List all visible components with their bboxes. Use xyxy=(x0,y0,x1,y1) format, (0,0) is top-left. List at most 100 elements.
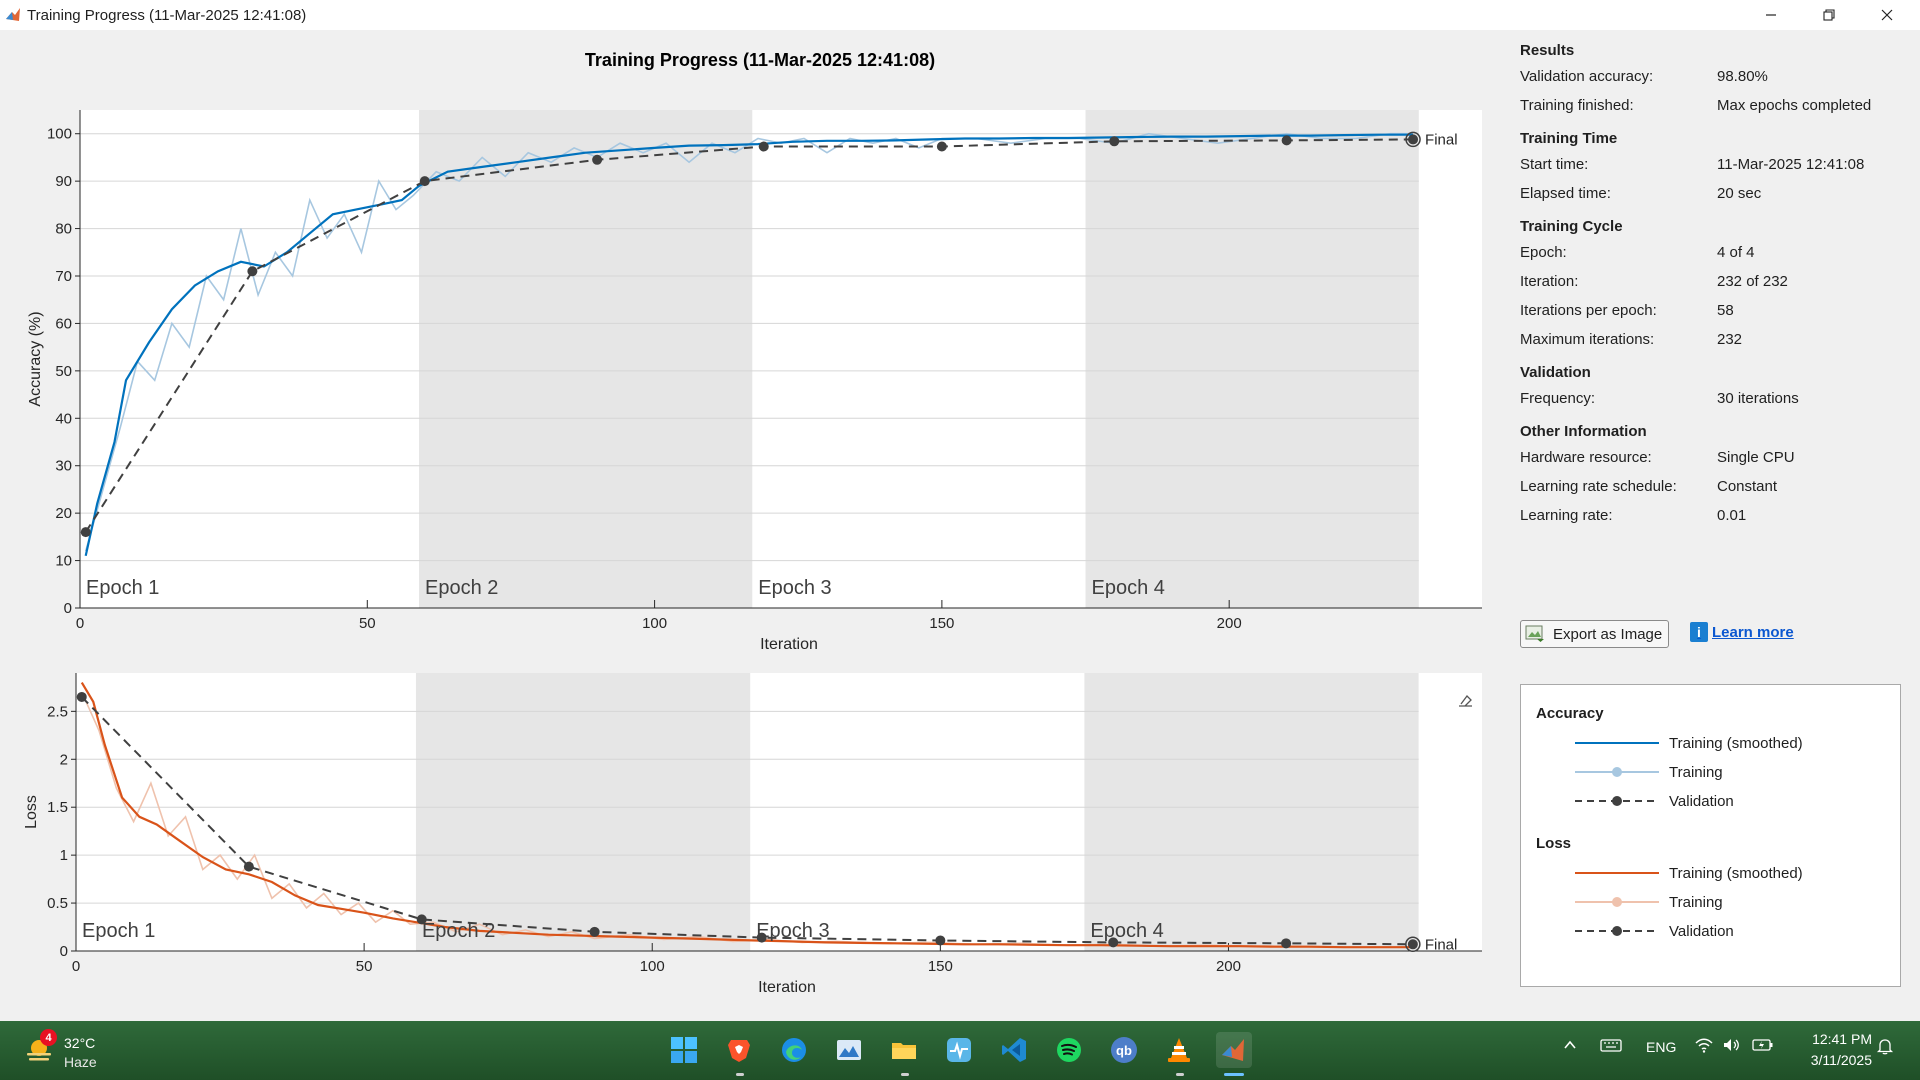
validation-point xyxy=(756,932,767,943)
taskbar-app-vlc[interactable] xyxy=(1161,1032,1197,1068)
validation-point xyxy=(935,935,946,946)
taskbar-app-photos[interactable] xyxy=(831,1032,867,1068)
taskbar-app-vscode[interactable] xyxy=(996,1032,1032,1068)
epoch-shade xyxy=(1084,673,1419,951)
learn-more-label: Learn more xyxy=(1712,623,1794,641)
y-tick-label: 30 xyxy=(55,458,72,475)
x-tick-label: 0 xyxy=(76,615,84,632)
y-tick-label: 0 xyxy=(64,600,72,617)
restore-icon xyxy=(1823,9,1835,21)
start-icon xyxy=(671,1037,697,1063)
learn-more-link[interactable]: i Learn more xyxy=(1690,622,1794,642)
validation-point xyxy=(592,154,603,165)
axes-toolbar-button[interactable] xyxy=(1456,690,1478,712)
training-cycle-title: Training Cycle xyxy=(1520,218,1623,235)
input-language[interactable]: ENG xyxy=(1646,1039,1677,1055)
close-icon xyxy=(1881,9,1893,21)
training-time-title: Training Time xyxy=(1520,130,1618,147)
y-axis-label: Accuracy (%) xyxy=(27,311,44,406)
info-value: 30 iterations xyxy=(1717,390,1799,407)
info-icon: i xyxy=(1690,622,1708,642)
weather-badge: 4 xyxy=(40,1029,57,1046)
notifications-button[interactable] xyxy=(1876,1037,1894,1058)
accuracy-chart: 0 10 20 30 40 50 60 70 80 90 100 0 50 100 150 200 Iterat… xyxy=(27,110,1482,653)
y-tick-label: 40 xyxy=(55,410,72,427)
training-progress-window: Training Progress (11-Mar-2025 12:41:08)… xyxy=(0,30,1920,1021)
info-value: 98.80% xyxy=(1717,68,1768,85)
touch-keyboard-button[interactable] xyxy=(1600,1037,1622,1056)
info-key: Maximum iterations: xyxy=(1520,331,1655,348)
y-axis-label: Loss xyxy=(23,795,40,829)
validation-point xyxy=(1109,136,1120,147)
y-tick-label: 1 xyxy=(60,847,68,864)
weather-description: Haze xyxy=(64,1054,97,1070)
volume-button[interactable] xyxy=(1722,1037,1742,1056)
taskbar-app-qbittorrent[interactable]: qb xyxy=(1106,1032,1142,1068)
loss-chart: 0 0.5 1 1.5 2 2.5 0 50 100 150 200 Iteration Loss Fin… xyxy=(23,673,1482,996)
legend-line-loss-training xyxy=(1575,897,1659,907)
info-panel: Results Validation accuracy: 98.80% Train… xyxy=(1520,40,1910,530)
vscode-icon xyxy=(1002,1038,1026,1062)
export-as-image-button[interactable]: Export as Image xyxy=(1520,620,1669,648)
taskbar-app-matlab[interactable] xyxy=(1216,1032,1252,1068)
info-value: 0.01 xyxy=(1717,507,1747,524)
validation-point xyxy=(589,926,600,937)
vlc-icon xyxy=(1168,1038,1190,1062)
edge-icon xyxy=(782,1038,806,1062)
validation-point xyxy=(416,914,427,925)
series-training-smoothed xyxy=(80,682,1413,949)
y-tick-label: 0.5 xyxy=(47,895,68,912)
minimize-button[interactable] xyxy=(1742,0,1800,30)
close-button[interactable] xyxy=(1858,0,1916,30)
iteration-row: Iteration: 232 of 232 xyxy=(1520,267,1910,296)
matlab-icon xyxy=(1222,1039,1244,1061)
validation-point xyxy=(80,527,91,538)
taskbar-app-file-explorer[interactable] xyxy=(886,1032,922,1068)
x-tick-label: 150 xyxy=(929,615,954,632)
weather-widget[interactable]: 4 32°C Haze xyxy=(18,1029,138,1073)
show-hidden-icons-button[interactable] xyxy=(1562,1037,1578,1056)
file-explorer-icon xyxy=(892,1043,916,1059)
info-key: Hardware resource: xyxy=(1520,449,1652,466)
export-label: Export as Image xyxy=(1553,625,1663,643)
y-tick-label: 70 xyxy=(55,268,72,285)
learning-rate-schedule-row: Learning rate schedule: Constant xyxy=(1520,472,1910,501)
matlab-app-icon xyxy=(4,6,22,24)
taskbar-app-edge[interactable] xyxy=(776,1032,812,1068)
battery-button[interactable] xyxy=(1752,1037,1774,1056)
plot-title: Training Progress (11-Mar-2025 12:41:08) xyxy=(584,50,936,70)
legend-label: Training xyxy=(1669,764,1723,781)
y-tick-label: 2.5 xyxy=(47,703,68,720)
taskbar-app-pulse[interactable] xyxy=(941,1032,977,1068)
validation-point xyxy=(243,861,254,872)
taskbar-app-spotify[interactable] xyxy=(1051,1032,1087,1068)
export-image-icon xyxy=(1525,625,1544,642)
legend: Accuracy Training (smoothed) Training Va… xyxy=(1520,684,1901,987)
epoch-label: Epoch 3 xyxy=(758,577,831,599)
legend-line-accuracy-training xyxy=(1575,767,1659,777)
clock-date[interactable]: 3/11/2025 xyxy=(1810,1052,1872,1068)
legend-label: Validation xyxy=(1669,923,1734,940)
start-button[interactable] xyxy=(666,1032,702,1068)
validation-point xyxy=(247,266,258,277)
network-button[interactable] xyxy=(1694,1037,1714,1056)
restore-button[interactable] xyxy=(1800,0,1858,30)
epoch-shade xyxy=(415,673,751,951)
plot-area: Training Progress (11-Mar-2025 12:41:08)… xyxy=(0,30,1500,1021)
taskbar-app-brave[interactable] xyxy=(721,1032,757,1068)
validation-title: Validation xyxy=(1520,364,1591,381)
legend-item-loss-training: Training xyxy=(1569,892,1889,912)
pulse-app-icon xyxy=(947,1038,971,1062)
y-tick-label: 80 xyxy=(55,221,72,238)
frequency-row: Frequency: 30 iterations xyxy=(1520,384,1910,413)
epoch-shade xyxy=(1085,110,1419,608)
x-axis-label: Iteration xyxy=(760,636,818,653)
epoch-shade xyxy=(419,110,753,608)
spotify-icon xyxy=(1057,1038,1081,1062)
legend-label: Training (smoothed) xyxy=(1669,865,1803,882)
clock-time[interactable]: 12:41 PM xyxy=(1812,1031,1872,1047)
validation-point xyxy=(1408,134,1419,145)
y-tick-label: 20 xyxy=(55,505,72,522)
info-key: Training finished: xyxy=(1520,97,1634,114)
hardware-resource-row: Hardware resource: Single CPU xyxy=(1520,443,1910,472)
